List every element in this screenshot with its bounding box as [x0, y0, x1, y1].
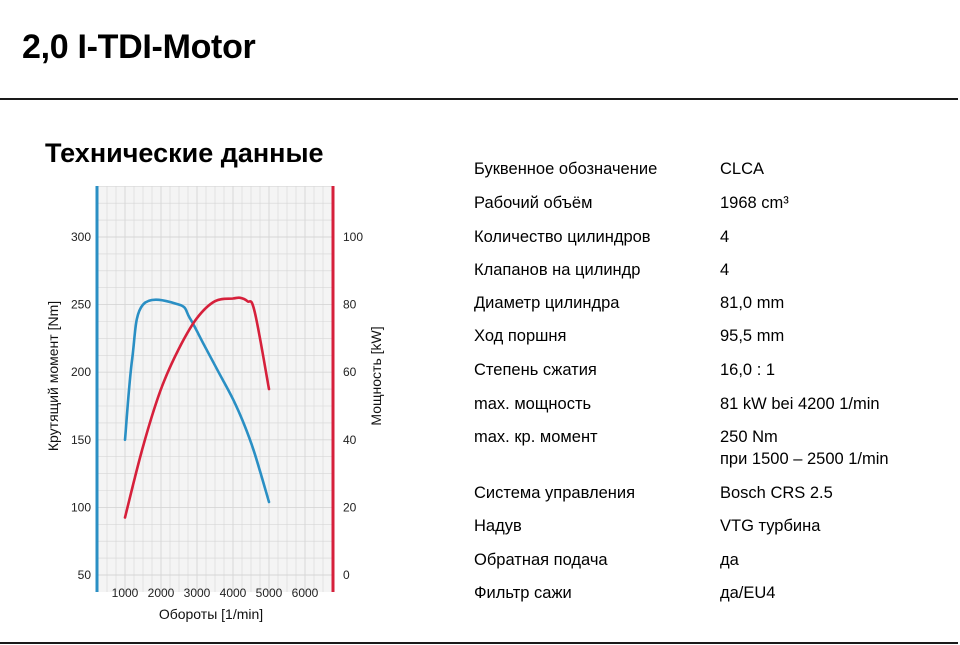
y-axis-label-left: Крутящий момент [Nm] [45, 301, 61, 451]
spec-label: Обратная подача [474, 551, 608, 569]
spec-value: 1968 cm³ [720, 194, 789, 212]
spec-value: 4 [720, 261, 730, 279]
spec-value: VTG турбина [720, 517, 821, 535]
y-left-tick-label: 300 [71, 230, 91, 244]
spec-label: Буквенное обозначение [474, 160, 658, 178]
spec-value: Bosch CRS 2.5 [720, 484, 833, 502]
spec-label: max. кр. момент [474, 428, 598, 446]
y-right-tick-label: 40 [343, 433, 357, 447]
spec-value: 250 Nm [720, 428, 778, 446]
spec-label: Количество цилиндров [474, 228, 651, 246]
tick-labels: 1000 2000 3000 4000 5000 60005010015020025030… [71, 230, 363, 600]
spec-label: Клапанов на цилиндр [474, 261, 641, 279]
x-tick-label: 5000 [256, 586, 283, 600]
x-tick-label: 6000 [292, 586, 319, 600]
torque-series-line [123, 298, 271, 504]
spec-label: Рабочий объём [474, 194, 593, 212]
spec-value: 81,0 mm [720, 294, 785, 312]
y-left-tick-label: 200 [71, 365, 91, 379]
y-left-tick-label: 250 [71, 298, 91, 312]
y-right-tick-label: 100 [343, 230, 363, 244]
spec-value: 95,5 mm [720, 327, 785, 345]
y-right-tick-label: 0 [343, 568, 350, 582]
y-axis-label-right: Мощность [kW] [368, 326, 384, 425]
x-tick-label: 2000 [148, 586, 175, 600]
bottom-divider [0, 642, 958, 644]
series-lines [123, 296, 271, 519]
spec-value: да [720, 551, 739, 569]
spec-label: Ход поршня [474, 327, 567, 345]
x-tick-label: 3000 [184, 586, 211, 600]
spec-label: Диаметр цилиндра [474, 294, 620, 312]
engine-performance-chart: 1000 2000 3000 4000 5000 60005010015020025030… [45, 186, 384, 622]
y-right-tick-label: 20 [343, 500, 357, 514]
spec-value: 81 kW bei 4200 1/min [720, 395, 880, 413]
x-tick-label: 1000 [112, 586, 139, 600]
y-left-tick-label: 150 [71, 433, 91, 447]
spec-label: Надув [474, 517, 522, 535]
spec-value-line2: при 1500 – 2500 1/min [720, 450, 889, 468]
x-axis-label: Обороты [1/min] [159, 606, 263, 622]
power-series-line [123, 296, 271, 519]
spec-label: Система управления [474, 484, 636, 502]
spec-value: да/EU4 [720, 584, 776, 602]
y-right-tick-label: 60 [343, 365, 357, 379]
page-title: 2,0 I-TDI-Motor [22, 28, 256, 66]
y-right-tick-label: 80 [343, 298, 357, 312]
spec-label: Степень сжатия [474, 361, 597, 379]
grid [97, 186, 333, 592]
section-title: Технические данные [45, 138, 324, 168]
top-divider [0, 98, 958, 100]
x-tick-label: 4000 [220, 586, 247, 600]
spec-label: max. мощность [474, 395, 592, 413]
spec-value: 16,0 : 1 [720, 361, 776, 379]
spec-value: 4 [720, 228, 730, 246]
y-left-tick-label: 50 [78, 568, 92, 582]
spec-label: Фильтр сажи [474, 584, 572, 602]
spec-value: CLCA [720, 160, 765, 178]
y-left-tick-label: 100 [71, 500, 91, 514]
